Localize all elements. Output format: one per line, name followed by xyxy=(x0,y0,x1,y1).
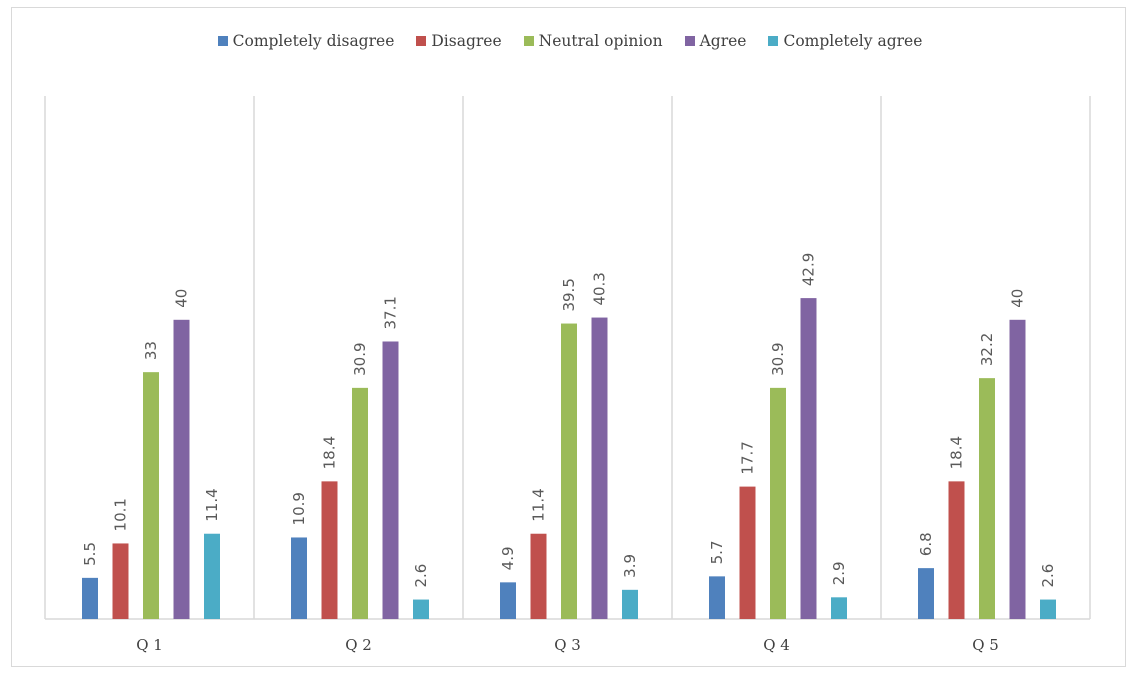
data-label: 30.9 xyxy=(769,342,787,375)
bar xyxy=(413,599,429,619)
legend-item: Completely disagree xyxy=(217,32,395,50)
data-label: 11.4 xyxy=(530,488,548,521)
bar xyxy=(622,589,638,619)
legend-item: Disagree xyxy=(416,32,502,50)
bar xyxy=(143,372,159,619)
x-tick-label: Q 3 xyxy=(554,636,581,654)
x-tick-label: Q 1 xyxy=(136,636,163,654)
data-label: 5.7 xyxy=(708,541,726,565)
data-label: 2.9 xyxy=(830,561,848,585)
bar xyxy=(770,387,786,619)
x-tick-label: Q 5 xyxy=(972,636,999,654)
bar xyxy=(321,481,338,619)
legend-label: Agree xyxy=(699,32,747,50)
legend-label: Completely agree xyxy=(783,32,923,50)
data-label: 2.6 xyxy=(412,564,430,588)
chart-legend: Completely disagree Disagree Neutral opini… xyxy=(0,32,1140,50)
bar xyxy=(112,543,129,619)
bar xyxy=(591,317,608,619)
data-label: 40.3 xyxy=(591,272,609,305)
bar xyxy=(530,533,547,619)
data-label: 10.9 xyxy=(290,492,308,525)
bar xyxy=(709,576,725,619)
bar xyxy=(739,486,756,619)
data-label: 5.5 xyxy=(81,542,99,566)
data-label: 40 xyxy=(173,289,191,308)
data-label: 6.8 xyxy=(917,532,935,556)
data-label: 2.6 xyxy=(1039,564,1057,588)
bar xyxy=(352,387,368,619)
legend-item: Completely agree xyxy=(768,32,922,50)
data-label: 18.4 xyxy=(321,436,339,469)
data-label: 10.1 xyxy=(112,498,130,531)
legend-swatch xyxy=(416,36,427,46)
x-tick-label: Q 4 xyxy=(763,636,790,654)
data-label: 18.4 xyxy=(948,436,966,469)
data-label: 32.2 xyxy=(978,333,996,366)
legend-item: Neutral opinion xyxy=(523,32,663,50)
data-label: 42.9 xyxy=(800,253,818,286)
bar xyxy=(204,533,220,619)
data-label: 39.5 xyxy=(560,278,578,311)
bar xyxy=(831,597,847,619)
legend-item: Agree xyxy=(684,32,747,50)
legend-swatch xyxy=(768,36,779,46)
legend-label: Disagree xyxy=(431,32,502,50)
legend-label: Neutral opinion xyxy=(538,32,663,50)
bar xyxy=(500,582,516,619)
data-label: 33 xyxy=(142,341,160,360)
x-tick-label: Q 2 xyxy=(345,636,372,654)
bar xyxy=(1040,599,1056,619)
legend-swatch xyxy=(217,36,228,46)
bar xyxy=(82,577,98,619)
legend-swatch xyxy=(523,36,534,46)
data-label: 17.7 xyxy=(739,441,757,474)
bar xyxy=(173,319,190,619)
bar xyxy=(979,378,995,619)
data-label: 37.1 xyxy=(382,296,400,329)
legend-swatch xyxy=(684,36,695,46)
bar xyxy=(291,537,307,619)
data-label: 3.9 xyxy=(621,554,639,578)
data-label: 4.9 xyxy=(499,546,517,570)
data-label: 11.4 xyxy=(203,488,221,521)
bar xyxy=(561,323,577,619)
data-label: 30.9 xyxy=(351,342,369,375)
bar xyxy=(948,481,965,619)
bar xyxy=(918,568,934,619)
bar xyxy=(800,298,817,619)
bar xyxy=(1009,319,1026,619)
bar xyxy=(382,341,399,619)
legend-label: Completely disagree xyxy=(232,32,395,50)
data-label: 40 xyxy=(1009,289,1027,308)
